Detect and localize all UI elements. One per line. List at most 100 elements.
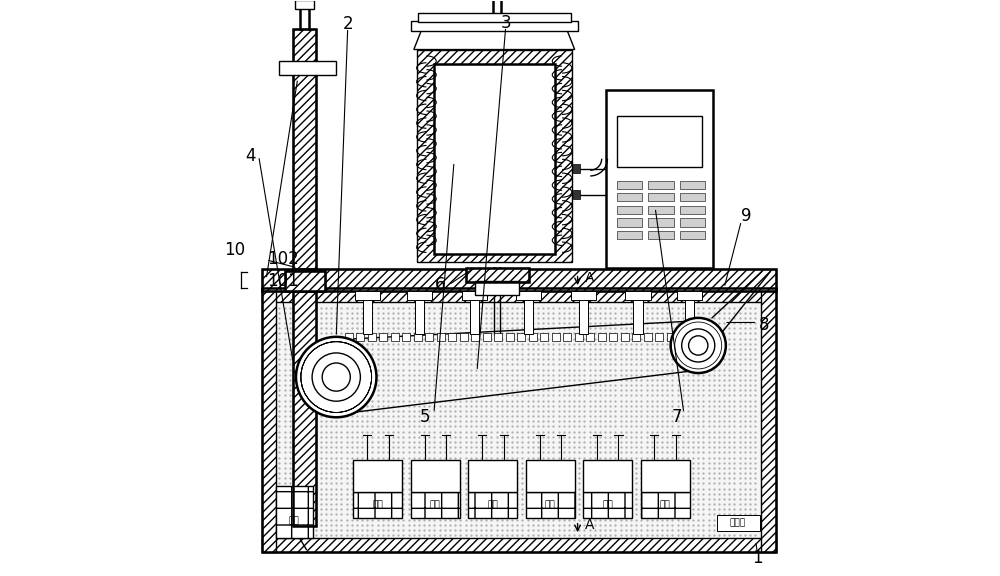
Bar xyxy=(633,291,643,334)
Bar xyxy=(575,334,583,342)
Text: 9: 9 xyxy=(741,207,751,225)
Polygon shape xyxy=(414,28,575,50)
Bar xyxy=(353,460,402,492)
Bar xyxy=(355,291,380,300)
Bar xyxy=(494,334,502,342)
Bar xyxy=(648,193,674,201)
Bar xyxy=(293,291,316,526)
Bar xyxy=(471,334,479,342)
Bar xyxy=(667,334,675,342)
Bar xyxy=(516,291,541,300)
Bar xyxy=(460,334,468,342)
Text: 6: 6 xyxy=(434,276,445,294)
Text: 铸锭: 铸锭 xyxy=(602,501,613,510)
Circle shape xyxy=(296,337,376,417)
Bar xyxy=(586,334,594,342)
Bar xyxy=(641,460,690,492)
Bar xyxy=(470,291,479,334)
Text: 铸锭: 铸锭 xyxy=(487,501,498,510)
Circle shape xyxy=(312,353,360,401)
Bar xyxy=(475,281,519,295)
Bar xyxy=(524,291,533,334)
Text: 铸锭: 铸锭 xyxy=(289,516,300,525)
Bar xyxy=(276,302,761,538)
Bar xyxy=(262,288,776,302)
Circle shape xyxy=(689,336,708,355)
Bar xyxy=(418,13,571,22)
Bar xyxy=(680,206,705,214)
Bar xyxy=(262,538,776,552)
Text: 5: 5 xyxy=(420,408,431,426)
Text: 2: 2 xyxy=(342,14,353,33)
Bar xyxy=(690,334,698,342)
Bar xyxy=(641,492,690,518)
Bar xyxy=(552,334,560,342)
Circle shape xyxy=(322,363,350,391)
Text: 8: 8 xyxy=(759,316,770,334)
Bar xyxy=(411,21,578,31)
Bar xyxy=(677,291,702,300)
Bar xyxy=(285,271,325,291)
Bar xyxy=(621,334,629,342)
Bar xyxy=(506,334,514,342)
Bar xyxy=(583,460,632,492)
Text: A: A xyxy=(584,518,594,532)
Bar xyxy=(563,334,571,342)
Text: 3: 3 xyxy=(500,13,511,32)
Bar xyxy=(363,291,372,334)
Bar xyxy=(262,288,276,552)
Bar xyxy=(678,334,686,342)
Bar xyxy=(583,492,632,518)
Bar xyxy=(483,334,491,342)
Bar xyxy=(540,334,548,342)
Bar xyxy=(680,218,705,226)
Bar xyxy=(276,486,313,538)
Bar xyxy=(617,116,702,168)
Bar xyxy=(717,515,760,531)
Bar xyxy=(606,90,713,268)
Bar xyxy=(356,334,364,342)
Bar xyxy=(462,291,487,300)
Bar xyxy=(517,334,525,342)
Bar xyxy=(448,334,456,342)
Bar xyxy=(414,334,422,342)
Bar xyxy=(617,231,642,239)
Text: 102: 102 xyxy=(267,250,299,268)
Bar xyxy=(353,492,402,518)
Bar xyxy=(425,334,433,342)
Bar xyxy=(685,291,694,334)
Bar xyxy=(617,180,642,188)
Text: 7: 7 xyxy=(672,408,682,426)
Bar xyxy=(529,334,537,342)
Text: A: A xyxy=(584,271,594,285)
Bar xyxy=(609,334,617,342)
Text: 4: 4 xyxy=(245,147,255,165)
Bar xyxy=(468,492,517,518)
Bar xyxy=(617,206,642,214)
Bar xyxy=(680,231,705,239)
Bar xyxy=(466,268,529,282)
Bar xyxy=(279,61,336,75)
Bar xyxy=(648,206,674,214)
Bar xyxy=(579,291,588,334)
Bar xyxy=(466,268,529,282)
Bar xyxy=(368,334,376,342)
Text: 铸锭: 铸锭 xyxy=(660,501,671,510)
Bar xyxy=(379,334,387,342)
Bar xyxy=(571,291,596,300)
Bar xyxy=(402,334,410,342)
Text: 铸锭: 铸锭 xyxy=(430,501,441,510)
Circle shape xyxy=(671,318,726,373)
Bar xyxy=(648,231,674,239)
Bar xyxy=(648,218,674,226)
Bar xyxy=(293,29,316,269)
Text: 10: 10 xyxy=(224,241,245,259)
Bar xyxy=(617,218,642,226)
Bar xyxy=(262,269,776,291)
Bar xyxy=(573,190,580,199)
Bar xyxy=(598,334,606,342)
Bar xyxy=(345,334,353,342)
Bar xyxy=(655,334,663,342)
Bar xyxy=(761,288,776,552)
Bar xyxy=(617,193,642,201)
